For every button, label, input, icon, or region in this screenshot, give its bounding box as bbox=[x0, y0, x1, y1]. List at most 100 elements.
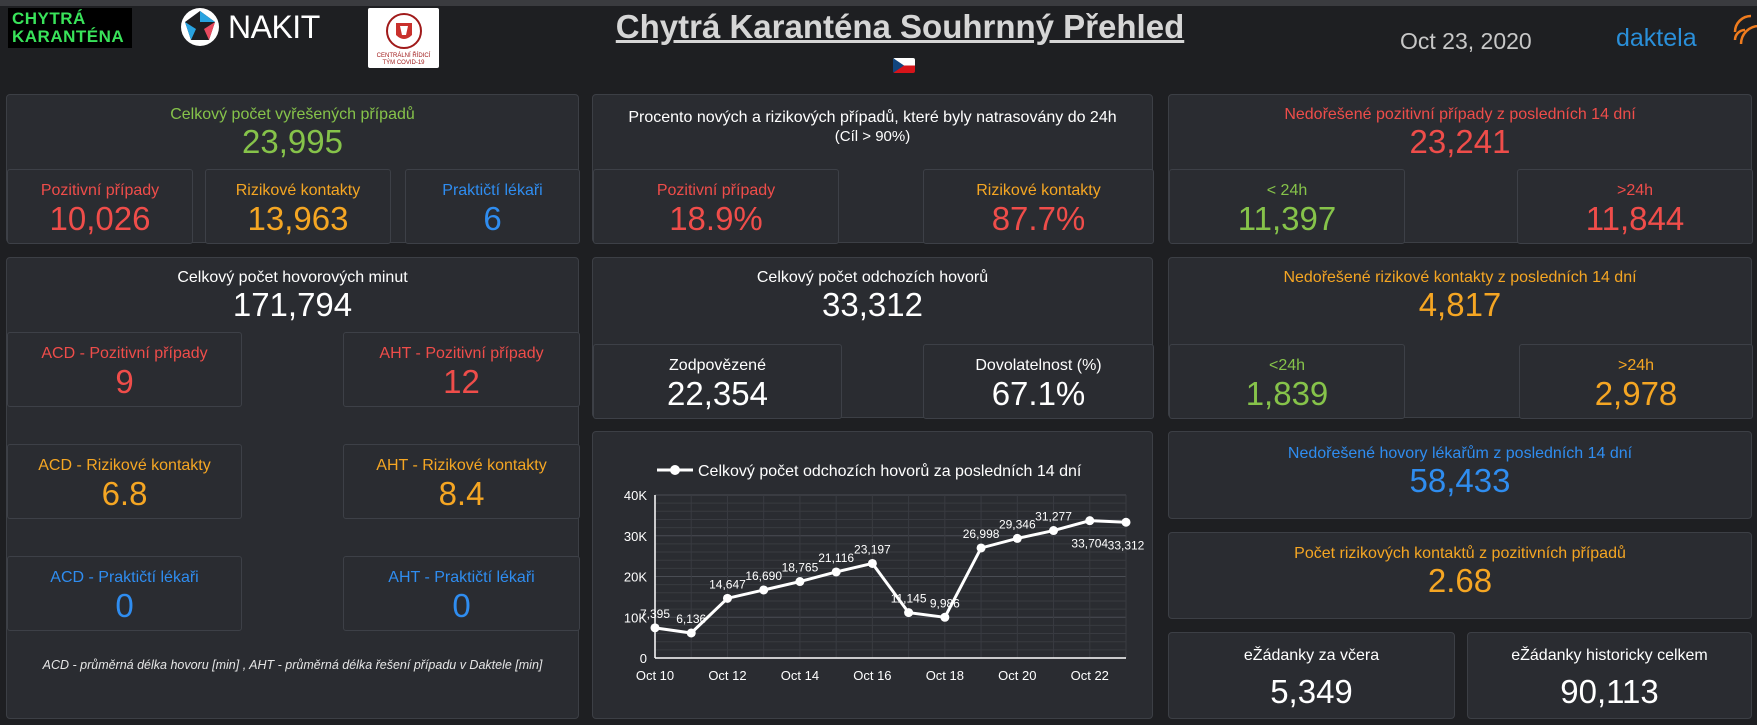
nakit-pentagon-icon bbox=[181, 8, 219, 46]
acd-gp-value: 0 bbox=[115, 587, 134, 624]
ezadanky-yesterday-value: 5,349 bbox=[1270, 673, 1353, 710]
data-label: 33,704 bbox=[1071, 537, 1108, 551]
aht-gp-card: AHT - Praktičtí lékaři 0 bbox=[343, 556, 580, 631]
data-label: 21,116 bbox=[818, 551, 854, 565]
answered-label: Zodpovězené bbox=[669, 357, 766, 374]
unresolved-doctor-calls-value: 58,433 bbox=[1409, 462, 1511, 499]
resolved-risky-value: 13,963 bbox=[247, 200, 349, 237]
data-label: 29,346 bbox=[999, 517, 1036, 531]
call-minutes-panel: Celkový počet hovorových minut 171,794 A… bbox=[6, 257, 580, 719]
report-date: Oct 23, 2020 bbox=[1400, 28, 1532, 54]
traced-goal: (Cíl > 90%) bbox=[834, 128, 911, 145]
aht-positive-label: AHT - Pozitivní případy bbox=[379, 345, 544, 362]
ezadanky-total-label: eŽádanky historicky celkem bbox=[1511, 647, 1708, 664]
aht-risky-card: AHT - Rizikové kontakty 8.4 bbox=[343, 444, 580, 519]
resolved-gp-label: Praktičtí lékaři bbox=[442, 182, 543, 199]
traced-risky-value: 87.7% bbox=[991, 200, 1086, 237]
risky-per-positive-value: 2.68 bbox=[1427, 562, 1493, 599]
data-point bbox=[1049, 526, 1059, 536]
unresolved-positive-lt24-value: 11,397 bbox=[1237, 200, 1337, 237]
nakit-logo: NAKIT bbox=[180, 6, 320, 48]
traced-positive-value: 18.9% bbox=[669, 200, 763, 237]
traced-label: Procento nových a rizikových případů, kt… bbox=[628, 109, 1117, 126]
data-label: 14,647 bbox=[709, 577, 746, 591]
unresolved-risky-gt24-label: >24h bbox=[1617, 357, 1655, 374]
reachability-label: Dovolatelnost (%) bbox=[975, 357, 1102, 374]
data-point bbox=[1121, 517, 1131, 527]
outgoing-calls-chart-panel: Celkový počet odchozích hovorů za posled… bbox=[592, 431, 1153, 719]
unresolved-risky-label: Nedořešené rizikové kontakty z posledníc… bbox=[1283, 269, 1637, 286]
data-point bbox=[1012, 533, 1022, 543]
data-label: 33,312 bbox=[1108, 538, 1145, 552]
acd-aht-footnote: ACD - průměrná délka hovoru [min] , AHT … bbox=[42, 658, 543, 672]
data-point bbox=[831, 567, 841, 577]
y-tick-label: 30K bbox=[624, 529, 647, 544]
x-tick-label: Oct 14 bbox=[781, 668, 819, 683]
aht-gp-label: AHT - Praktičtí lékaři bbox=[388, 569, 535, 586]
data-label: 6,136 bbox=[676, 612, 706, 626]
unresolved-risky-panel: Nedořešené rizikové kontakty z posledníc… bbox=[1168, 257, 1753, 419]
ezadanky-yesterday-label: eŽádanky za včera bbox=[1243, 647, 1380, 664]
crt-logo-text: CENTRÁLNÍ ŘÍDICÍ TÝM COVID-19 bbox=[376, 53, 431, 66]
unresolved-positive-gt24-card: >24h 11,844 bbox=[1517, 169, 1753, 244]
signal-waves-icon bbox=[1733, 14, 1757, 45]
acd-gp-card: ACD - Praktičtí lékaři 0 bbox=[7, 556, 242, 631]
crt-covid-logo: CENTRÁLNÍ ŘÍDICÍ TÝM COVID-19 bbox=[368, 8, 439, 68]
acd-positive-card: ACD - Pozitivní případy 9 bbox=[7, 332, 242, 407]
data-point bbox=[940, 612, 950, 622]
unresolved-positive-value: 23,241 bbox=[1409, 123, 1511, 160]
x-tick-label: Oct 10 bbox=[636, 668, 674, 683]
data-point bbox=[904, 608, 914, 618]
logo-line-1: CHYTRÁ bbox=[12, 9, 86, 28]
risky-per-positive-label: Počet rizikových kontaktů z pozitivních … bbox=[1294, 545, 1626, 562]
legend-label: Celkový počet odchozích hovorů za posled… bbox=[698, 462, 1082, 480]
data-label: 16,690 bbox=[745, 569, 782, 583]
data-label: 18,765 bbox=[782, 561, 819, 575]
unresolved-positive-panel: Nedořešené pozitivní případy z posledníc… bbox=[1168, 94, 1753, 244]
x-tick-label: Oct 12 bbox=[708, 668, 746, 683]
data-label: 26,998 bbox=[963, 527, 1000, 541]
data-label: 11,145 bbox=[891, 592, 927, 606]
data-label: 9,986 bbox=[930, 596, 960, 610]
reachability-card: Dovolatelnost (%) 67.1% bbox=[923, 344, 1154, 419]
traced-24h-panel: Procento nových a rizikových případů, kt… bbox=[592, 94, 1154, 244]
resolved-gp-card: Praktičtí lékaři 6 bbox=[405, 169, 580, 244]
ezadanky-yesterday-panel: eŽádanky za včera 5,349 bbox=[1168, 632, 1455, 719]
daktela-text: daktela bbox=[1616, 24, 1697, 52]
resolved-risky-label: Rizikové kontakty bbox=[235, 182, 361, 199]
outgoing-calls-line-chart: Celkový počet odchozích hovorů za posled… bbox=[624, 462, 1145, 683]
aht-risky-label: AHT - Rizikové kontakty bbox=[376, 457, 547, 474]
unresolved-positive-gt24-value: 11,844 bbox=[1585, 200, 1685, 237]
logo-line-2: KARANTÉNA bbox=[12, 27, 125, 46]
unresolved-risky-gt24-card: >24h 2,978 bbox=[1519, 344, 1753, 419]
data-label: 23,197 bbox=[854, 542, 891, 556]
data-point bbox=[867, 558, 877, 568]
data-point bbox=[795, 577, 805, 587]
x-tick-label: Oct 22 bbox=[1071, 668, 1109, 683]
ezadanky-total-panel: eŽádanky historicky celkem 90,113 bbox=[1467, 632, 1752, 719]
answered-value: 22,354 bbox=[667, 375, 768, 412]
acd-positive-label: ACD - Pozitivní případy bbox=[41, 345, 208, 362]
acd-risky-value: 6.8 bbox=[101, 475, 148, 512]
x-tick-label: Oct 18 bbox=[926, 668, 964, 683]
aht-gp-value: 0 bbox=[452, 587, 471, 624]
resolved-cases-panel: Celkový počet vyřešených případů 23,995 … bbox=[6, 94, 580, 244]
resolved-total-label: Celkový počet vyřešených případů bbox=[170, 106, 415, 123]
y-tick-label: 20K bbox=[624, 570, 647, 585]
acd-gp-label: ACD - Praktičtí lékaři bbox=[50, 569, 199, 586]
resolved-positive-card: Pozitivní případy 10,026 bbox=[7, 169, 193, 244]
x-tick-label: Oct 20 bbox=[998, 668, 1036, 683]
unresolved-risky-gt24-value: 2,978 bbox=[1594, 375, 1678, 412]
unresolved-doctor-calls-panel: Nedořešené hovory lékařům z posledních 1… bbox=[1168, 431, 1752, 519]
top-border bbox=[0, 0, 1757, 6]
ezadanky-total-value: 90,113 bbox=[1560, 673, 1659, 710]
reachability-value: 67.1% bbox=[991, 375, 1086, 412]
series-line bbox=[654, 519, 1127, 635]
resolved-risky-card: Rizikové kontakty 13,963 bbox=[205, 169, 391, 244]
traced-positive-label: Pozitivní případy bbox=[656, 182, 776, 199]
acd-risky-label: ACD - Rizikové kontakty bbox=[38, 457, 211, 474]
unresolved-risky-value: 4,817 bbox=[1418, 286, 1502, 323]
daktela-logo: daktela bbox=[1616, 14, 1757, 53]
risky-per-positive-panel: Počet rizikových kontaktů z pozitivních … bbox=[1168, 532, 1752, 619]
call-minutes-label: Celkový počet hovorových minut bbox=[177, 269, 408, 286]
